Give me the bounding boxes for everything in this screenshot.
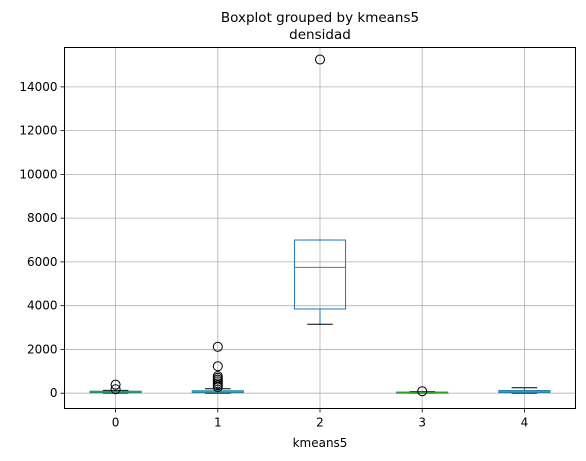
outlier-point (212, 341, 223, 352)
outlier-point (315, 54, 325, 65)
x-tick-label: 1 (214, 416, 222, 430)
box-group-3 (396, 386, 449, 397)
y-tick-label: 2000 (27, 342, 58, 356)
box-group-1 (191, 341, 244, 394)
outlier-point (110, 384, 121, 395)
box-iqr (293, 239, 347, 310)
chart-title: Boxplot grouped by kmeans5 (221, 10, 419, 26)
x-tick-label: 0 (112, 416, 120, 430)
y-tick-label: 6000 (27, 255, 58, 269)
x-tick-label: 3 (418, 416, 426, 430)
x-tick-label: 2 (316, 416, 324, 430)
y-tick-label: 14000 (19, 80, 57, 94)
y-tick-label: 0 (50, 386, 58, 400)
box-group-0 (89, 379, 142, 395)
outlier-point (212, 371, 223, 382)
y-tick-label: 10000 (19, 167, 57, 181)
x-axis-label: kmeans5 (293, 436, 348, 450)
outlier-point (212, 361, 223, 372)
outlier-point (110, 379, 121, 390)
outlier-point (417, 386, 428, 397)
box-group-4 (498, 387, 551, 394)
grid-layer (64, 47, 576, 409)
box-group-2 (293, 54, 347, 325)
x-tick-label: 4 (521, 416, 529, 430)
box-layer (89, 54, 551, 397)
y-tick-label: 12000 (19, 124, 57, 138)
chart-subtitle: densidad (289, 27, 351, 43)
y-tick-label: 4000 (27, 299, 58, 313)
y-tick-label: 8000 (27, 211, 58, 225)
tick-layer: 0 1 2 3 4 0 2000 4000 6000 8000 10000 12000 14000 (19, 80, 528, 430)
